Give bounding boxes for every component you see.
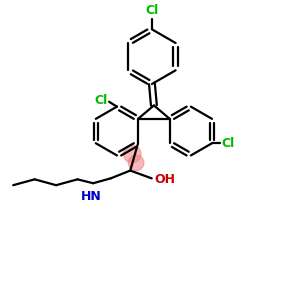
Text: Cl: Cl <box>145 4 159 17</box>
Circle shape <box>128 155 144 171</box>
Text: Cl: Cl <box>222 137 235 150</box>
Circle shape <box>123 145 141 163</box>
Text: OH: OH <box>154 173 176 186</box>
Text: HN: HN <box>81 190 102 203</box>
Text: Cl: Cl <box>94 94 107 107</box>
